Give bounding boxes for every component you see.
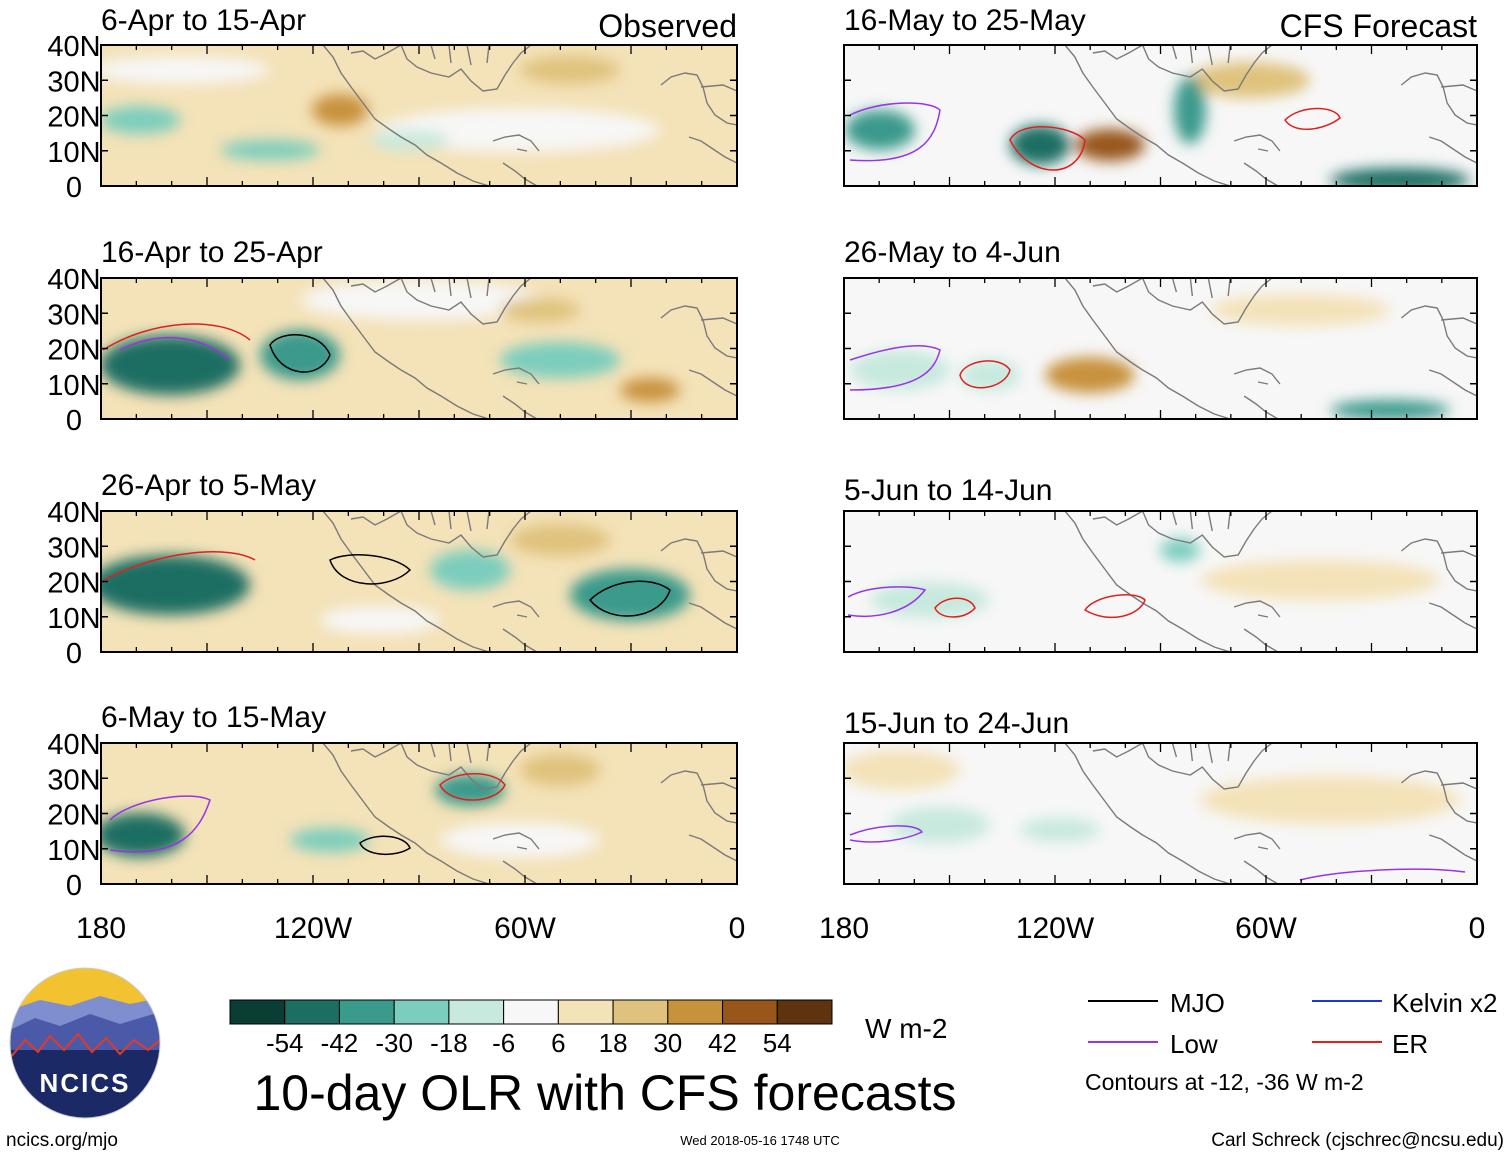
lat-label: 20N xyxy=(47,568,100,600)
forecast-label: CFS Forecast xyxy=(1280,8,1477,44)
colorbar-swatch xyxy=(229,999,286,1025)
map-panel-observed-3 xyxy=(101,511,737,652)
colorbar-swatch xyxy=(448,999,505,1025)
footer-url: ncics.org/mjo xyxy=(6,1130,118,1151)
lat-label: 40N xyxy=(47,264,100,296)
lat-label: 10N xyxy=(47,370,100,402)
lat-label: 30N xyxy=(47,764,100,796)
lat-label: 40N xyxy=(47,497,100,529)
colorbar-tick-label: -18 xyxy=(430,1028,468,1058)
colorbar-swatch xyxy=(393,999,450,1025)
panel-title-forecast-3: 5-Jun to 14-Jun xyxy=(844,474,1052,507)
figure-title: 10-day OLR with CFS forecasts xyxy=(253,1065,956,1121)
lat-label: 0 xyxy=(66,405,82,437)
lat-label: 0 xyxy=(66,870,82,902)
map-panel-observed-1 xyxy=(101,45,737,186)
lon-label: 180 xyxy=(819,912,869,945)
colorbar-swatch xyxy=(557,999,614,1025)
lat-label: 20N xyxy=(47,800,100,832)
lat-label: 10N xyxy=(47,835,100,867)
observed-label: Observed xyxy=(598,8,737,44)
footer-timestamp: Wed 2018-05-16 1748 UTC xyxy=(680,1133,839,1148)
lon-label: 180 xyxy=(76,912,126,945)
colorbar-tick-label: -42 xyxy=(321,1028,359,1058)
map-panel-forecast-1 xyxy=(844,45,1477,186)
lat-label: 20N xyxy=(47,102,100,134)
colorbar-tick-label: 6 xyxy=(551,1028,565,1058)
colorbar-tick-label: -6 xyxy=(492,1028,515,1058)
colorbar-swatch xyxy=(776,999,833,1025)
legend-label-er: ER xyxy=(1392,1029,1428,1059)
lat-label: 30N xyxy=(47,299,100,331)
legend-label-low: Low xyxy=(1170,1029,1218,1059)
map-panel-observed-2 xyxy=(101,278,737,419)
colorbar-tick-label: 30 xyxy=(653,1028,682,1058)
lat-label: 30N xyxy=(47,532,100,564)
logo-text: NCICS xyxy=(40,1068,131,1098)
footer-credit: Carl Schreck (cjschrec@ncsu.edu) xyxy=(1211,1130,1504,1151)
colorbar-swatch xyxy=(612,999,669,1025)
lat-label: 30N xyxy=(47,66,100,98)
panel-title-forecast-1: 16-May to 25-May xyxy=(844,4,1086,37)
lat-label: 10N xyxy=(47,603,100,635)
panel-title-observed-4: 6-May to 15-May xyxy=(101,701,326,734)
colorbar-swatch xyxy=(338,999,395,1025)
colorbar-tick-label: 18 xyxy=(599,1028,628,1058)
panel-frames xyxy=(100,44,1478,885)
lat-label: 0 xyxy=(66,638,82,670)
colorbar-tick-label: 54 xyxy=(763,1028,792,1058)
colorbar-swatch xyxy=(284,999,340,1025)
map-panel-forecast-3 xyxy=(844,511,1477,652)
lon-label: 0 xyxy=(1469,912,1486,945)
lon-label: 60W xyxy=(494,912,556,945)
ncics-logo: NCICS xyxy=(9,967,161,1119)
colorbar-swatch xyxy=(722,999,778,1025)
lat-label: 10N xyxy=(47,137,100,169)
lon-label: 60W xyxy=(1235,912,1297,945)
panel-title-observed-2: 16-Apr to 25-Apr xyxy=(101,236,323,269)
lat-label: 40N xyxy=(47,31,100,63)
colorbar-swatch xyxy=(503,999,559,1025)
panel-title-observed-1: 6-Apr to 15-Apr xyxy=(101,4,306,37)
lat-label: 20N xyxy=(47,335,100,367)
panel-title-forecast-4: 15-Jun to 24-Jun xyxy=(844,707,1069,740)
panel-title-observed-3: 26-Apr to 5-May xyxy=(101,469,316,502)
contours-note: Contours at -12, -36 W m-2 xyxy=(1085,1069,1364,1095)
map-panel-observed-4 xyxy=(101,743,737,884)
panel-title-forecast-2: 26-May to 4-Jun xyxy=(844,236,1061,269)
lat-label: 40N xyxy=(47,729,100,761)
colorbar-units: W m-2 xyxy=(865,1013,947,1044)
colorbar-tick-label: -54 xyxy=(266,1028,304,1058)
map-panel-forecast-2 xyxy=(844,278,1477,419)
colorbar-swatch xyxy=(667,999,724,1025)
legend: MJO Kelvin x2 Low ER Contours at -12, -3… xyxy=(1085,988,1498,1095)
lat-label: 0 xyxy=(66,172,82,204)
map-panel-forecast-4 xyxy=(844,743,1477,884)
lon-label: 120W xyxy=(274,912,353,945)
legend-label-mjo: MJO xyxy=(1170,988,1225,1018)
legend-label-kelvin: Kelvin x2 xyxy=(1392,988,1498,1018)
colorbar: -54 -42 -30 -18 -6 6 18 30 42 54 xyxy=(229,999,833,1058)
colorbar-tick-label: -30 xyxy=(375,1028,413,1058)
lon-label: 120W xyxy=(1016,912,1095,945)
colorbar-tick-label: 42 xyxy=(708,1028,737,1058)
axis-labels: 40N30N20N10N040N30N20N10N040N30N20N10N04… xyxy=(47,31,1485,945)
lon-label: 0 xyxy=(729,912,746,945)
